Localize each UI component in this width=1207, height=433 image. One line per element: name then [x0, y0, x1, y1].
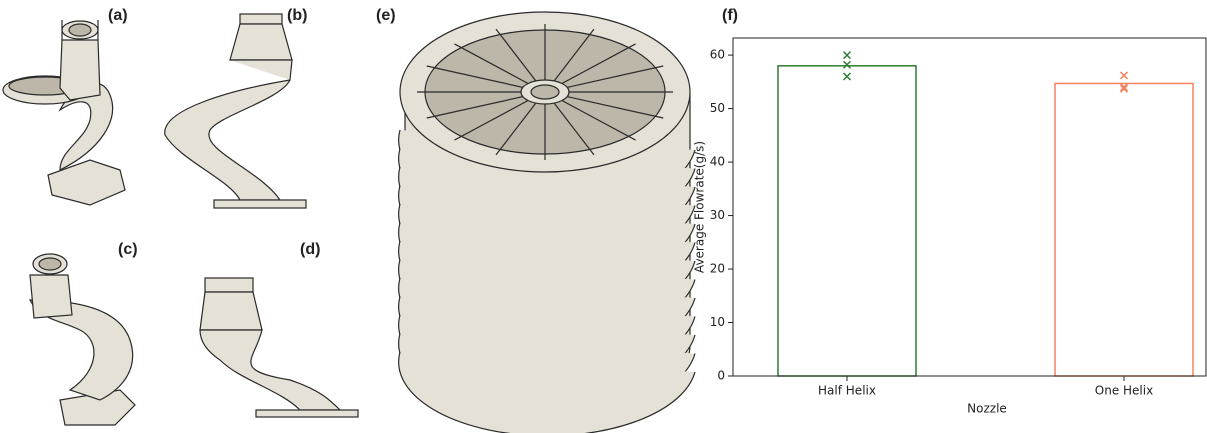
y-tick-label: 50 [710, 101, 725, 115]
panel-label: (e) [376, 7, 396, 24]
panel-label: (b) [287, 7, 307, 24]
render-a [3, 20, 125, 205]
y-axis-label: Average Flowrate(g/s) [693, 141, 707, 273]
x-tick-label: Half Helix [818, 384, 876, 398]
panel-label: (c) [118, 241, 138, 258]
render-c [30, 254, 135, 425]
x-axis-label: Nozzle [967, 402, 1007, 416]
panel-label: (f) [722, 7, 738, 24]
point-marker [844, 61, 851, 68]
render-d [200, 278, 358, 417]
render-b [165, 14, 306, 208]
figure: (a) (b) (c) (d) (e) (f) Nozz [0, 0, 1207, 433]
y-tick-label: 30 [710, 208, 725, 222]
plot: 0 10 20 30 40 50 60 Half Helix One Helix [710, 48, 1193, 398]
x-tick-label: One Helix [1095, 384, 1153, 398]
render-e [399, 12, 695, 433]
y-tick-label: 20 [710, 262, 725, 276]
plot-frame [733, 38, 1206, 376]
bar [778, 66, 916, 376]
y-tick-label: 0 [717, 369, 725, 383]
bar [1055, 83, 1193, 376]
y-tick-label: 10 [710, 315, 725, 329]
point-marker [844, 73, 851, 80]
point-marker [844, 52, 851, 59]
panel-label: (d) [300, 241, 320, 258]
panel-label: (a) [108, 7, 128, 24]
wheel-hole [531, 85, 559, 99]
y-tick-label: 60 [710, 48, 725, 62]
y-tick-label: 40 [710, 155, 725, 169]
point-marker [1121, 72, 1128, 79]
